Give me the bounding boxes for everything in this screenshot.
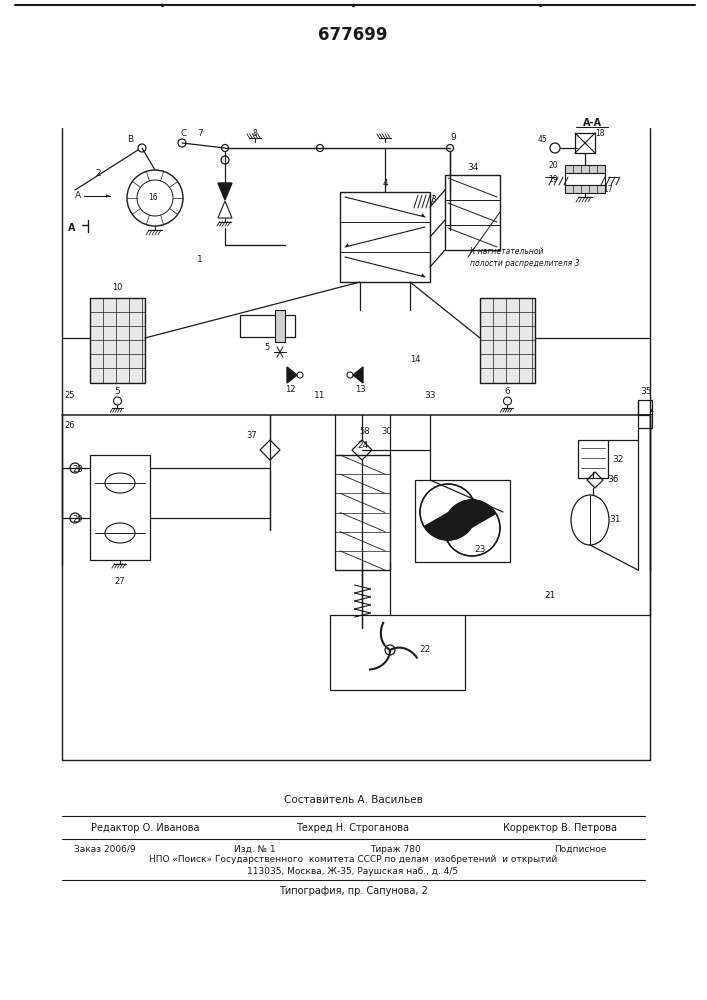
Polygon shape [421, 273, 425, 277]
Text: 10: 10 [112, 284, 123, 292]
Text: 21: 21 [544, 590, 556, 599]
Wedge shape [423, 498, 476, 540]
Bar [565, 165, 605, 173]
Text: 19: 19 [548, 174, 558, 184]
Bar [275, 310, 285, 342]
Text: 5: 5 [264, 342, 269, 352]
Text: 37: 37 [247, 430, 257, 440]
Text: Заказ 2006/9: Заказ 2006/9 [74, 844, 136, 854]
Text: 6: 6 [505, 386, 510, 395]
Text: НПО «Поиск» Государственного  комитета СССР по делам  изобретений  и открытий: НПО «Поиск» Государственного комитета СС… [149, 856, 557, 864]
Text: 28: 28 [73, 466, 83, 475]
Text: К нагнетательной: К нагнетательной [470, 247, 544, 256]
Text: полости распределителя 3: полости распределителя 3 [470, 258, 580, 267]
Text: 11: 11 [314, 390, 326, 399]
Polygon shape [353, 367, 363, 383]
Text: Корректор В. Петрова: Корректор В. Петрова [503, 823, 617, 833]
Polygon shape [106, 194, 110, 198]
Text: A: A [75, 190, 81, 200]
Text: 3: 3 [430, 196, 436, 205]
Text: 7: 7 [197, 128, 203, 137]
Text: 26: 26 [64, 420, 75, 430]
Text: 30: 30 [382, 428, 392, 436]
Text: 9: 9 [450, 133, 456, 142]
Text: 36: 36 [607, 476, 619, 485]
Bar [565, 173, 605, 185]
Wedge shape [444, 500, 496, 542]
Circle shape [385, 645, 395, 655]
Polygon shape [345, 243, 349, 247]
Text: 113035, Москва, Ж-35, Раушская наб., д. 4/5: 113035, Москва, Ж-35, Раушская наб., д. … [247, 866, 459, 876]
Text: 16: 16 [148, 194, 158, 202]
Text: 27: 27 [115, 578, 125, 586]
Text: 14: 14 [410, 356, 420, 364]
Bar [330, 615, 465, 690]
Bar [575, 133, 595, 153]
Text: 31: 31 [609, 516, 621, 524]
Text: 12: 12 [285, 385, 296, 394]
Bar [90, 298, 145, 383]
Text: 32: 32 [612, 454, 624, 464]
Bar [335, 455, 390, 570]
Text: Редактор О. Иванова: Редактор О. Иванова [90, 823, 199, 833]
Text: Тираж 780: Тираж 780 [370, 844, 421, 854]
Text: 1: 1 [197, 255, 203, 264]
Text: 2: 2 [95, 168, 101, 178]
Text: 22: 22 [419, 646, 431, 654]
Text: A: A [69, 223, 76, 233]
Text: Изд. № 1: Изд. № 1 [234, 844, 276, 854]
Polygon shape [218, 183, 232, 200]
Text: Составитель А. Васильев: Составитель А. Васильев [284, 795, 423, 805]
Text: 34: 34 [467, 162, 478, 172]
Text: 58: 58 [360, 428, 370, 436]
Polygon shape [650, 408, 653, 412]
Text: 13: 13 [355, 385, 366, 394]
Text: 17: 17 [603, 186, 613, 194]
Bar [480, 298, 535, 383]
Text: B: B [127, 135, 133, 144]
Text: 33: 33 [424, 390, 436, 399]
Polygon shape [287, 367, 297, 383]
Text: Подписное: Подписное [554, 844, 606, 854]
Bar [415, 480, 510, 562]
Text: 24: 24 [357, 440, 368, 450]
Text: 45: 45 [538, 135, 548, 144]
Text: Типография, пр. Сапунова, 2: Типография, пр. Сапунова, 2 [279, 886, 428, 896]
Text: 677699: 677699 [318, 26, 387, 44]
Text: 5: 5 [115, 386, 120, 395]
Bar [445, 175, 500, 250]
Bar [638, 400, 652, 428]
Text: 35: 35 [641, 387, 652, 396]
Text: Техред Н. Строганова: Техред Н. Строганова [296, 823, 409, 833]
Text: 18: 18 [595, 128, 604, 137]
Text: 4: 4 [382, 180, 388, 188]
Bar [565, 185, 605, 193]
Text: А-А: А-А [583, 118, 602, 128]
Bar [578, 440, 608, 478]
Text: 25: 25 [64, 390, 75, 399]
Text: 23: 23 [474, 546, 486, 554]
Text: 29: 29 [73, 516, 83, 524]
Polygon shape [421, 213, 425, 217]
Text: 8: 8 [252, 128, 257, 137]
Bar [240, 315, 295, 337]
Bar [90, 455, 150, 560]
Bar [340, 192, 430, 282]
Text: 20: 20 [548, 161, 558, 170]
Text: C: C [181, 128, 187, 137]
